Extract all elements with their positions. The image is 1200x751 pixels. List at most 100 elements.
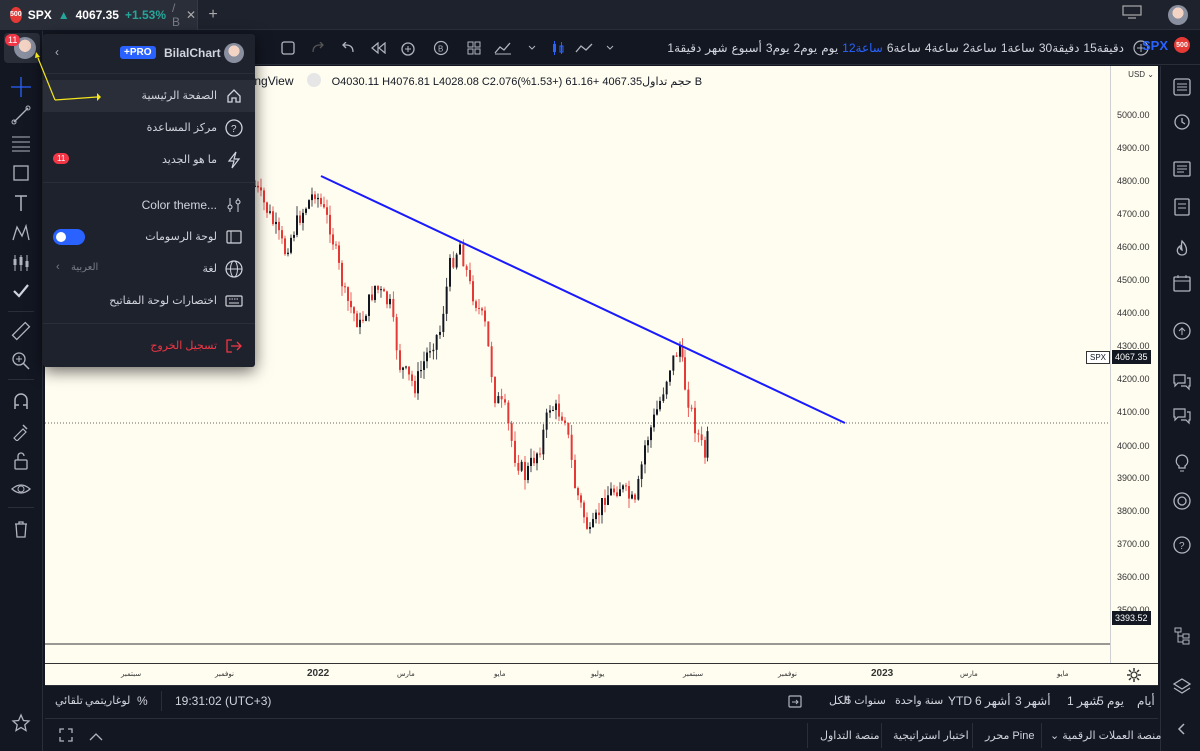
settings-gear-icon[interactable] [1126,667,1142,688]
layouts-grid-icon[interactable] [461,31,487,65]
menu-item-home[interactable]: الصفحة الرئيسية [43,80,255,112]
timeframe-option[interactable]: 2يوم [793,41,818,55]
indicators-icon[interactable] [487,31,519,65]
pattern-tool-icon[interactable] [9,221,33,245]
fib-retracement-icon[interactable] [9,131,33,155]
trendline-tool-icon[interactable] [9,103,33,127]
time-axis[interactable]: سبتمبر نوفمبر 2022 مارس مايو يوليو سبتمب… [45,663,1158,685]
alarm-clock-icon[interactable] [1171,110,1193,132]
add-compare-icon[interactable] [1126,31,1156,65]
alert-add-icon[interactable] [395,31,421,65]
menu-item-help-center[interactable]: مركز المساعدة ? [43,112,255,144]
profile-avatar-icon[interactable] [1168,4,1188,25]
timeframe-option[interactable]: يوم [821,41,839,55]
timeframe-option[interactable]: 6ساعة [886,41,921,55]
menu-item-language[interactable]: ‹ العربية لغة [43,253,255,285]
symbol-search-button[interactable]: SPX 500 [1142,37,1190,53]
timeframe-option[interactable]: 3يوم [765,41,790,55]
eye-icon[interactable] [306,73,321,87]
range-button[interactable]: شهر 1 [1067,694,1100,708]
target-icon[interactable] [1171,490,1193,512]
watchlist-icon[interactable] [1171,76,1193,98]
layout-icon[interactable] [1122,5,1142,24]
undo-icon[interactable] [335,31,361,65]
range-button[interactable]: 3 أشهر [1015,694,1051,708]
object-tree-icon[interactable] [1171,624,1193,646]
streams-icon[interactable] [1171,404,1193,426]
calendar-icon[interactable] [1171,272,1193,294]
candles-chart-type-icon[interactable] [545,31,571,65]
checkmark-icon[interactable] [9,279,33,303]
timeframe-option[interactable]: 2ساعة [962,41,997,55]
timeframe-option[interactable]: 4ساعة [924,41,959,55]
range-button[interactable]: 5 سنوات [845,695,886,707]
news-icon[interactable] [1171,158,1193,180]
maximize-icon[interactable] [59,728,73,747]
magnet-icon[interactable] [9,389,33,413]
range-button[interactable]: أيام [1137,694,1155,708]
menu-item-keyboard-shortcuts[interactable]: اختصارات لوحة المفاتيح [43,285,255,317]
timeframe-option-active[interactable]: 12ساعة [842,41,883,55]
range-button[interactable]: 6 أشهر [975,694,1011,708]
eye-icon[interactable] [9,477,33,501]
chevron-down-icon[interactable] [519,31,545,65]
chats-icon[interactable] [1171,370,1193,392]
range-button[interactable]: سنة واحدة [895,695,944,707]
range-button[interactable]: الكل [829,695,850,707]
data-window-icon[interactable] [1171,196,1193,218]
timeframe-option[interactable]: 15دقيقة [1083,41,1124,55]
auto-scale-toggle[interactable]: تلقائي [55,695,83,707]
star-icon[interactable] [9,711,33,735]
price-axis[interactable]: USD ⌄ 5000.00 4900.00 4800.00 4700.00 46… [1110,66,1158,663]
chevron-up-icon[interactable] [89,729,103,747]
range-button[interactable]: YTD [948,694,972,708]
drawing-panel-toggle[interactable] [53,229,85,245]
menu-item-color-theme[interactable]: Color theme... [43,189,255,221]
menu-item-logout[interactable]: تسجيل الخروج [43,330,255,362]
trendline[interactable] [320,175,846,424]
currency-label[interactable]: USD ⌄ [1128,70,1154,79]
hotlists-icon[interactable] [1171,238,1193,260]
lightbulb-icon[interactable] [1171,452,1193,474]
rectangle-icon[interactable] [275,31,301,65]
timeframe-option[interactable]: شهر [705,41,728,55]
range-button[interactable]: يوم 5 [1097,694,1124,708]
timeframe-option[interactable]: 30دقيقة [1038,41,1080,55]
timeframe-option[interactable]: أسبوع [731,41,762,55]
trash-icon[interactable] [9,517,33,541]
ideas-icon[interactable] [1171,320,1193,342]
replay-icon[interactable] [361,31,395,65]
new-tab-button[interactable]: + [208,5,218,23]
lock-drawings-icon[interactable] [9,419,33,443]
menu-item-drawing-panel[interactable]: لوحة الرسومات [43,221,255,253]
timeframe-option[interactable]: 1ساعة [1000,41,1035,55]
prediction-tool-icon[interactable] [9,251,33,275]
zoom-in-icon[interactable] [9,349,33,373]
user-menu-button[interactable]: 11 [4,33,40,63]
chevron-down-icon[interactable] [597,31,623,65]
redo-icon[interactable] [301,31,335,65]
sidebar-toggle-icon[interactable] [1171,718,1193,740]
crosshair-icon[interactable] [9,75,33,99]
go-to-date-icon[interactable] [787,693,803,714]
bottom-tab-strategy-tester[interactable]: اختبار استراتيجية [893,730,969,742]
bottom-tab-crypto-screener[interactable]: ⌄ منصة العملات الرقمية [1050,730,1162,742]
line-chart-type-icon[interactable] [571,31,597,65]
unlock-icon[interactable] [9,449,33,473]
timeframe-option[interactable]: 1دقيقة [667,41,702,55]
text-tool-icon[interactable] [9,191,33,215]
percent-scale-toggle[interactable]: % [137,694,148,708]
chevron-left-icon[interactable]: ‹ [55,45,59,59]
bottom-tab-pine-editor[interactable]: محرر Pine [985,730,1035,742]
log-scale-toggle[interactable]: لوغاريتمي [85,695,131,707]
chart-tab[interactable]: 500 SPX ▲ 4067.35 +1.53% / B ✕ [0,0,198,30]
timezone-clock[interactable]: 19:31:02 (UTC+3) [175,694,272,708]
menu-item-whats-new[interactable]: 11 ما هو الجديد [43,144,255,176]
bottom-tab-trading-panel[interactable]: منصة التداول [820,730,880,742]
shapes-tool-icon[interactable] [9,161,33,185]
bar-replay-icon[interactable]: B [421,31,461,65]
help-circle-icon[interactable]: ? [1171,534,1193,556]
close-icon[interactable]: ✕ [186,7,197,22]
ruler-icon[interactable] [9,319,33,343]
layers-icon[interactable] [1171,676,1193,698]
